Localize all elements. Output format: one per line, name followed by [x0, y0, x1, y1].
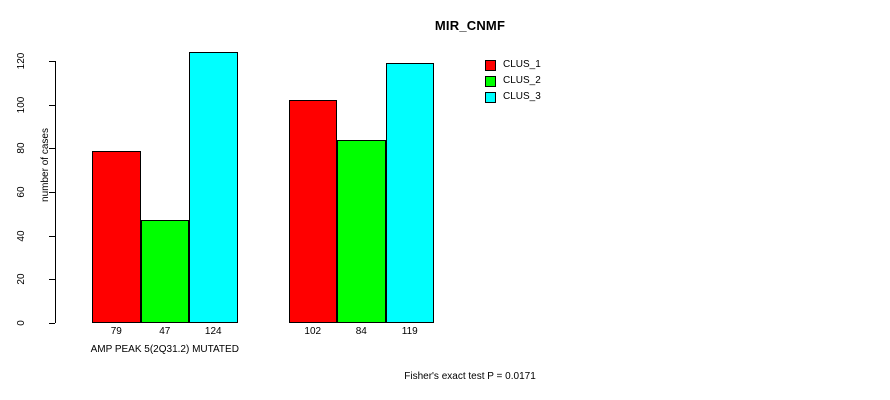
legend-item-clus_3[interactable]: CLUS_3 — [485, 90, 541, 104]
y-axis-tick-label-text: 120 — [16, 52, 27, 70]
legend-swatch-icon — [485, 75, 496, 87]
y-axis-tick — [49, 323, 55, 324]
y-axis-tick-label: 120 — [0, 53, 44, 70]
y-axis-tick-label: 60 — [0, 186, 44, 197]
y-axis-tick-label-text: 0 — [16, 320, 27, 326]
legend-swatch-icon — [485, 59, 496, 71]
y-axis-title: number of cases — [40, 128, 51, 202]
y-axis-tick-label: 100 — [0, 96, 44, 113]
y-axis-tick-label: 20 — [0, 274, 44, 285]
y-axis-tick — [49, 104, 55, 106]
plot-area: 79 47 124 AMP PEAK 5(2Q31.2) MUTATED 102 84 11… — [55, 52, 460, 355]
y-axis-tick-label: 80 — [0, 143, 44, 154]
y-axis-tick — [49, 235, 55, 237]
bar-group: 102 84 119 — [288, 61, 434, 337]
bar-clus_1[interactable] — [288, 100, 337, 323]
bar-group-caption: AMP PEAK 5(2Q31.2) MUTATED — [90, 344, 239, 355]
y-axis-tick-label-text: 100 — [16, 96, 27, 113]
chart-legend: CLUS_1 CLUS_2 CLUS_3 — [485, 58, 541, 106]
bar-clus_2[interactable] — [140, 220, 189, 323]
legend-item-label: CLUS_2 — [503, 75, 541, 86]
y-axis-tick — [49, 148, 55, 150]
bar-group: 79 47 124 AMP PEAK 5(2Q31.2) MUTATED — [91, 52, 239, 355]
bar-value-label: 124 — [204, 326, 222, 337]
y-axis-tick-label-text: 40 — [16, 230, 27, 242]
bar-value-label: 47 — [159, 326, 171, 337]
bar-value-label: 102 — [304, 326, 322, 337]
bar-clus_1[interactable] — [92, 150, 141, 323]
bar-value-label: 84 — [355, 326, 367, 337]
legend-item-label: CLUS_3 — [503, 91, 541, 102]
y-axis-tick — [49, 61, 55, 62]
legend-item-clus_1[interactable]: CLUS_1 — [485, 58, 541, 72]
statistical-test-annotation: Fisher's exact test P = 0.0171 — [404, 371, 536, 382]
bar-clus_3[interactable] — [385, 63, 434, 323]
chart-title: MIR_CNMF — [434, 18, 506, 33]
bar-value-label: 79 — [110, 326, 122, 337]
y-axis-tick-label-text: 80 — [16, 142, 27, 154]
y-axis-tick — [49, 192, 55, 193]
legend-item-label: CLUS_1 — [503, 59, 541, 70]
bar-value-label: 119 — [401, 326, 418, 337]
legend-swatch-icon — [485, 91, 496, 103]
bar-clus_2[interactable] — [337, 139, 386, 323]
legend-item-clus_2[interactable]: CLUS_2 — [485, 74, 541, 88]
y-axis-tick — [49, 279, 55, 281]
y-axis-tick-label: 0 — [0, 318, 44, 328]
y-axis-tick-label-text: 60 — [16, 186, 27, 198]
y-axis-tick-label: 40 — [0, 230, 44, 241]
y-axis-line — [55, 61, 56, 323]
bar-clus_3[interactable] — [189, 52, 238, 323]
y-axis-tick-label-text: 20 — [16, 273, 27, 285]
